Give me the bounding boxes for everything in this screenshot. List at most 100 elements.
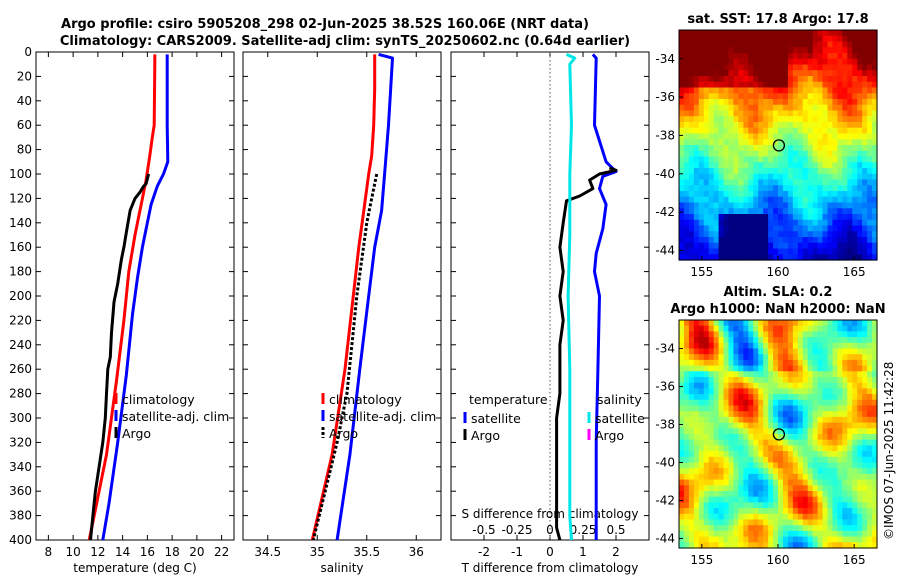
sst_map-cell: [847, 214, 853, 221]
sla_map-cell: [743, 525, 749, 532]
sst_map-cell: [708, 162, 715, 169]
sla_map-cell: [807, 348, 814, 355]
sst_map-cell: [812, 225, 819, 232]
sst_map-cell: [743, 99, 749, 106]
sst_map-cell: [743, 248, 749, 255]
sla_map-cell: [852, 485, 858, 492]
sst_map-cell: [832, 116, 838, 123]
sst_map-cell: [733, 179, 739, 186]
temperature-xtick-label: 22: [214, 545, 229, 559]
sla_map-cell: [778, 502, 784, 509]
sla_map-cell: [827, 508, 834, 515]
sst_map-cell: [812, 173, 819, 181]
sla_map-cell: [842, 434, 848, 441]
sla_map-cell: [768, 422, 774, 429]
sla_map-cell: [867, 473, 873, 481]
sla_map-cell: [872, 451, 878, 458]
sla_map-cell: [778, 422, 784, 429]
sst_map-cell: [693, 237, 700, 244]
sla_map-cell: [872, 422, 878, 429]
sla_map-cell: [857, 348, 863, 355]
sst_map-cell: [723, 133, 730, 140]
sla_map-cell: [679, 399, 685, 407]
sst_map-cell: [787, 248, 794, 255]
sla_map-cell: [822, 502, 829, 509]
sst_map-cell: [763, 173, 769, 181]
sla_map-cell: [862, 428, 868, 435]
sla_map-cell: [698, 394, 705, 401]
sla_map-cell: [792, 456, 799, 464]
sst_map-cell: [708, 202, 715, 209]
sla_map-cell: [718, 371, 725, 378]
diff-legend-t-label: Argo: [471, 428, 500, 443]
sst_map-cell: [807, 47, 814, 54]
sst_map-cell: [718, 162, 725, 169]
temperature-xtick-label: 12: [90, 545, 105, 559]
sla_map-cell: [847, 411, 853, 418]
sla_map-cell: [679, 508, 685, 515]
sla_map-cell: [683, 331, 690, 338]
sst_map-cell: [758, 219, 764, 227]
sla_map-cell: [782, 479, 789, 486]
sst_map-cell: [683, 70, 690, 77]
sla_map-cell: [852, 348, 858, 355]
sla_map-cell: [812, 513, 819, 521]
sst_map-cell: [743, 93, 749, 100]
sst_map-cell: [842, 70, 848, 77]
sla_map-cell: [782, 416, 789, 424]
sla_map-cell: [683, 508, 690, 515]
sst_map-cell: [679, 99, 685, 106]
sst_map-cell: [857, 225, 863, 232]
sla_map-cell: [847, 439, 853, 446]
sst_map-cell: [817, 173, 824, 181]
sst_map-cell: [812, 214, 819, 221]
sst_map-cell: [743, 133, 749, 140]
sla_map-cell: [827, 399, 834, 407]
sla_map-cell: [738, 502, 744, 509]
sla_map-cell: [802, 405, 809, 412]
sla_map-cell: [812, 542, 819, 549]
sla_map-cell: [773, 508, 779, 515]
sst_map-cell: [857, 76, 863, 83]
sst_map-cell: [679, 231, 685, 238]
sla_map-cell: [718, 445, 725, 452]
sla_map-cell: [857, 365, 863, 372]
sst_map-cell: [743, 87, 749, 94]
sst_map-cell: [852, 179, 858, 186]
sst_map-cell: [847, 202, 853, 209]
sst_map-cell: [862, 202, 868, 209]
sst_map-xtick-label: 155: [690, 265, 713, 279]
sst_map-cell: [718, 70, 725, 77]
sla_map-cell: [698, 377, 705, 384]
sst_map-cell: [708, 219, 715, 227]
sst_map-cell: [797, 133, 804, 140]
sla_map-cell: [703, 530, 710, 538]
sla_map-cell: [748, 342, 754, 350]
sla_map-cell: [817, 331, 824, 338]
sla_map-cell: [802, 530, 809, 538]
sst_map-cell: [842, 110, 848, 117]
sla_map-cell: [683, 451, 690, 458]
sla_map-cell: [862, 382, 868, 389]
sla_map-cell: [758, 422, 764, 429]
sla_map-cell: [683, 513, 690, 521]
sla_map-cell: [738, 513, 744, 521]
sst_map-cell: [758, 99, 764, 106]
sla_map-cell: [703, 536, 710, 543]
sst_map-cell: [778, 168, 784, 175]
sla_map-cell: [728, 359, 735, 367]
sla_map-cell: [807, 394, 814, 401]
sla_map-cell: [763, 399, 769, 407]
sst_map-cell: [713, 41, 720, 48]
sst_map-cell: [827, 58, 834, 66]
sst_map-cell: [812, 219, 819, 227]
sla_map-cell: [728, 399, 735, 407]
sla_map-cell: [802, 428, 809, 435]
sst_map-cell: [872, 225, 878, 232]
sst_map-cell: [713, 231, 720, 238]
sst_map-cell: [812, 122, 819, 129]
diff-s-tick-label: 0.25: [570, 523, 597, 537]
sst_map-cell: [782, 208, 789, 215]
diff-legend-sal-heading: salinity: [597, 392, 642, 407]
sst_map-cell: [743, 127, 749, 135]
